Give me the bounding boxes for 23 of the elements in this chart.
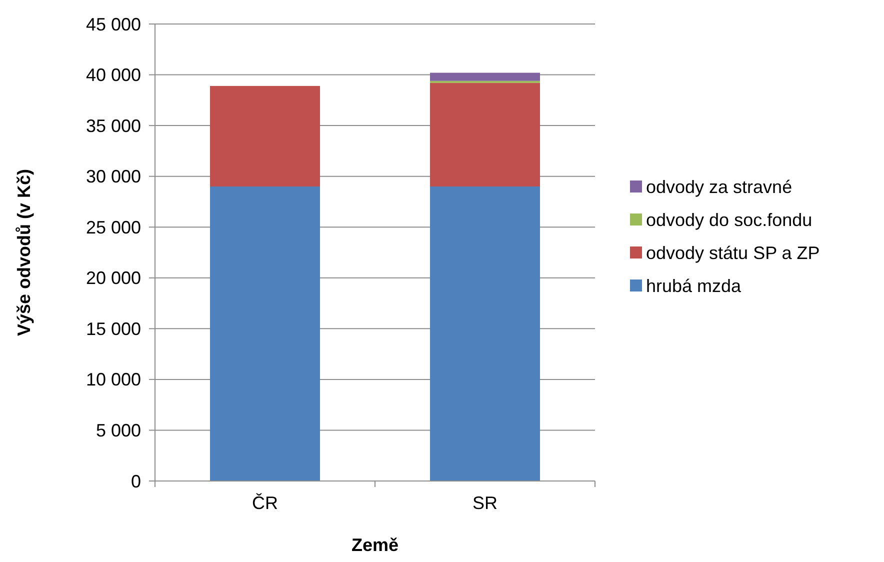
x-tick-label: ČR xyxy=(252,493,278,513)
legend-label: odvody za stravné xyxy=(646,176,792,197)
bar xyxy=(430,82,540,186)
y-tick-label: 35 000 xyxy=(86,116,141,136)
y-tick-label: 0 xyxy=(130,471,141,492)
x-tick-label: SR xyxy=(472,493,498,513)
y-tick-label: 25 000 xyxy=(86,217,141,238)
legend-label: odvody do soc.fondu xyxy=(646,210,812,230)
y-axis-title: Výše odvodů (v Kč) xyxy=(14,168,34,336)
bar xyxy=(210,186,320,481)
x-axis-title: Země xyxy=(351,535,399,555)
bar xyxy=(210,86,320,186)
y-tick-label: 20 000 xyxy=(86,268,141,288)
legend-label: hrubá mzda xyxy=(646,276,742,296)
legend-label: odvody státu SP a ZP xyxy=(646,242,820,263)
y-tick-label: 45 000 xyxy=(86,14,141,34)
y-tick-label: 5 000 xyxy=(96,420,141,441)
y-tick-label: 40 000 xyxy=(86,65,141,86)
y-tick-label: 30 000 xyxy=(86,166,141,187)
y-tick-label: 10 000 xyxy=(86,370,141,390)
bar xyxy=(430,72,540,81)
y-tick-label: 15 000 xyxy=(86,318,141,339)
bar xyxy=(430,186,540,481)
